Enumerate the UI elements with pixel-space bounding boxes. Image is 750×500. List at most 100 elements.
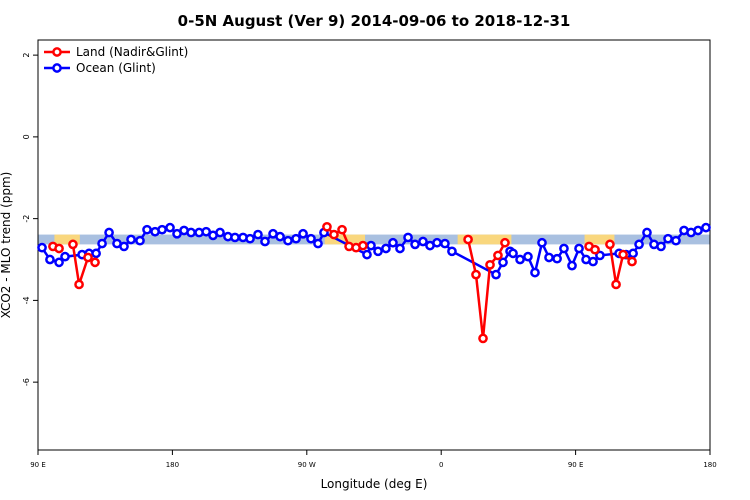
data-point <box>515 254 525 265</box>
data-point <box>440 238 450 249</box>
data-point <box>618 249 628 260</box>
data-point <box>54 243 64 254</box>
x-tick-label: 180 <box>166 461 179 469</box>
data-point <box>559 243 569 254</box>
data-point <box>201 226 211 237</box>
data-point <box>215 227 225 238</box>
data-point <box>642 227 652 238</box>
x-tick-label: 0 <box>439 461 443 469</box>
data-point <box>91 248 101 259</box>
x-axis-label: Longitude (deg E) <box>321 477 428 491</box>
y-tick-label: 0 <box>22 134 31 139</box>
data-point <box>230 232 240 243</box>
data-point <box>97 238 107 249</box>
data-point <box>142 224 152 235</box>
data-point <box>126 234 136 245</box>
ocean-band <box>38 234 710 245</box>
data-point <box>605 239 615 250</box>
data-point <box>157 224 167 235</box>
data-point <box>358 240 368 251</box>
data-point <box>165 222 175 233</box>
data-point <box>656 241 666 252</box>
data-point <box>500 237 510 248</box>
data-point <box>552 253 562 264</box>
data-point <box>508 248 518 259</box>
data-point <box>395 243 405 254</box>
data-point <box>463 234 473 245</box>
data-point <box>68 239 78 250</box>
data-point <box>523 251 533 262</box>
data-point <box>634 239 644 250</box>
data-point <box>693 225 703 236</box>
data-point <box>54 257 64 268</box>
data-point <box>291 233 301 244</box>
x-tick-label: 90 E <box>568 461 584 469</box>
data-point <box>37 242 47 253</box>
y-tick-label: -4 <box>22 296 31 304</box>
data-point <box>329 229 339 240</box>
data-point <box>485 259 495 270</box>
data-point <box>373 246 383 257</box>
data-point <box>245 233 255 244</box>
data-point <box>595 250 605 261</box>
data-point <box>337 224 347 235</box>
chart-title: 0-5N August (Ver 9) 2014-09-06 to 2018-1… <box>178 12 571 30</box>
data-point <box>590 244 600 255</box>
data-point <box>104 227 114 238</box>
data-point <box>611 279 621 290</box>
data-point <box>366 240 376 251</box>
x-tick-label: 90 W <box>298 461 316 469</box>
data-point <box>186 227 196 238</box>
legend-marker <box>52 63 62 73</box>
data-point <box>381 243 391 254</box>
land-band <box>457 234 512 245</box>
data-point <box>418 236 428 247</box>
data-point <box>491 269 501 280</box>
data-point <box>478 333 488 344</box>
data-point <box>135 235 145 246</box>
data-point <box>588 256 598 267</box>
data-point <box>283 235 293 246</box>
data-point <box>275 231 285 242</box>
land-band <box>584 234 615 245</box>
x-tick-label: 90 E <box>30 461 46 469</box>
land-band <box>54 234 80 245</box>
data-point <box>388 237 398 248</box>
data-point <box>537 237 547 248</box>
y-tick-label: -6 <box>22 378 31 386</box>
legend-label: Ocean (Glint) <box>76 61 156 75</box>
data-point <box>253 229 263 240</box>
data-point <box>432 237 442 248</box>
data-point <box>90 257 100 268</box>
legend-label: Land (Nadir&Glint) <box>76 45 188 59</box>
data-point <box>671 235 681 246</box>
legend-marker <box>52 47 62 57</box>
data-point <box>663 233 673 244</box>
data-point <box>403 232 413 243</box>
x-tick-label: 180 <box>703 461 716 469</box>
data-point <box>574 243 584 254</box>
data-point <box>544 252 554 263</box>
data-point <box>322 221 332 232</box>
data-point <box>362 249 372 260</box>
data-point <box>298 228 308 239</box>
data-point <box>627 256 637 267</box>
data-point <box>306 233 316 244</box>
data-point <box>447 246 457 257</box>
data-point <box>313 238 323 249</box>
data-point <box>260 236 270 247</box>
data-point <box>530 267 540 278</box>
data-point <box>74 279 84 290</box>
data-point <box>471 269 481 280</box>
data-point <box>83 252 93 263</box>
data-point <box>567 260 577 271</box>
y-tick-label: -2 <box>22 215 31 223</box>
data-point <box>60 251 70 262</box>
data-point <box>628 248 638 259</box>
data-point <box>45 254 55 265</box>
y-tick-label: 2 <box>22 53 31 58</box>
y-axis-label: XCO2 - MLO trend (ppm) <box>0 172 13 319</box>
data-point <box>493 250 503 261</box>
data-point <box>498 257 508 268</box>
